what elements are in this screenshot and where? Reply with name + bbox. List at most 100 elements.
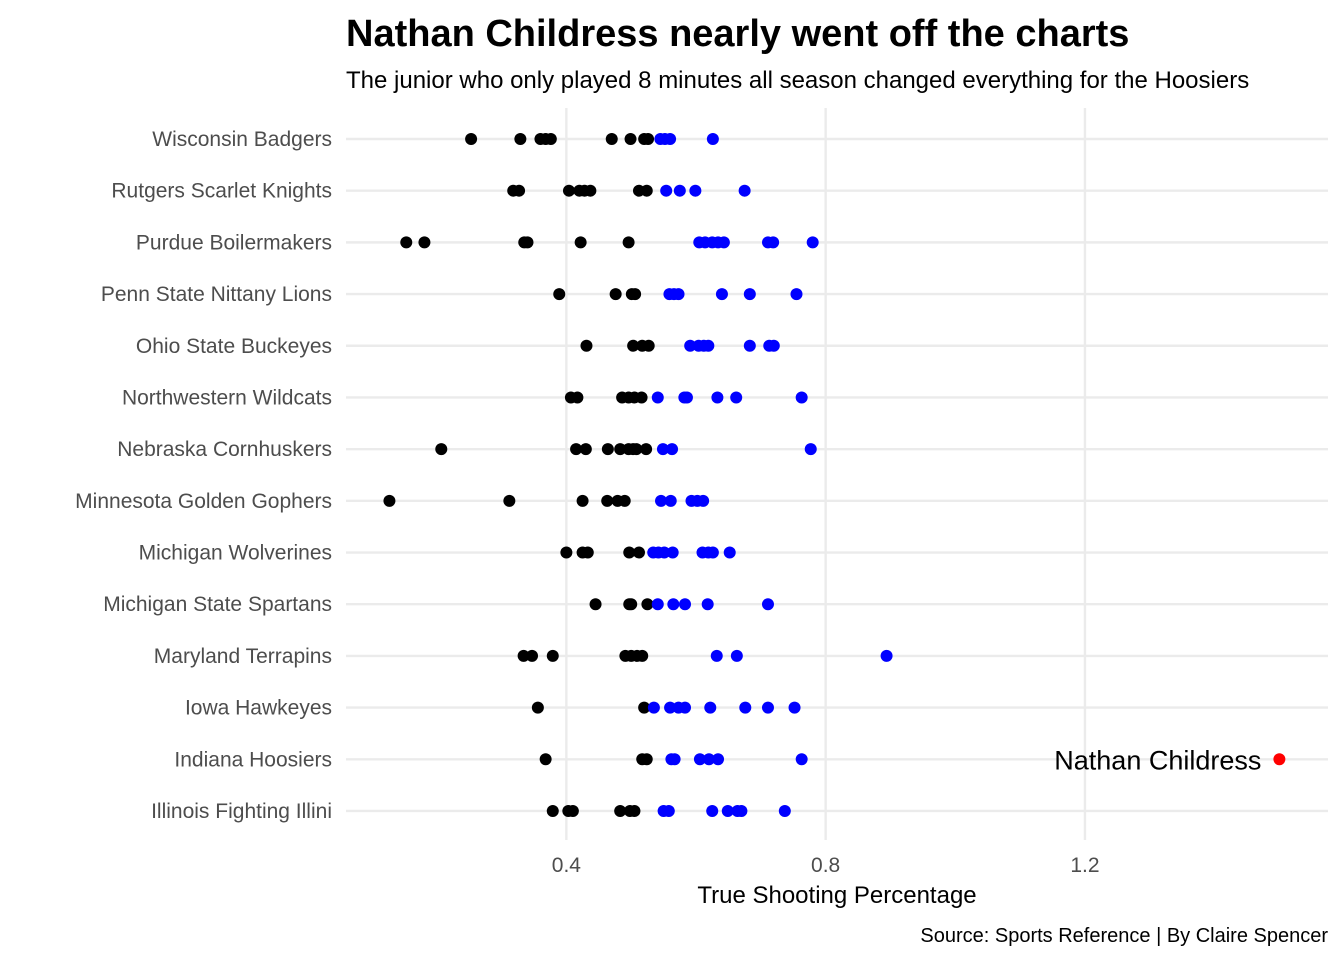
point-maryland-terrapins-1-1 bbox=[730, 649, 743, 662]
point-nebraska-cornhuskers-1-0 bbox=[656, 443, 669, 456]
y-tick-label-indiana-hoosiers: Indiana Hoosiers bbox=[174, 748, 332, 771]
x-tick-label-0-4: 0.4 bbox=[552, 854, 582, 877]
point-michigan-wolverines-0-3 bbox=[623, 546, 636, 559]
point-nebraska-cornhuskers-1-1 bbox=[666, 443, 679, 456]
point-rutgers-scarlet-knights-0-5 bbox=[584, 184, 597, 197]
point-ohio-state-buckeyes-0-3 bbox=[642, 339, 655, 352]
x-axis-label: True Shooting Percentage bbox=[697, 882, 976, 909]
point-wisconsin-badgers-0-4 bbox=[544, 133, 557, 145]
point-michigan-state-spartans-0-2 bbox=[625, 598, 638, 611]
point-maryland-terrapins-1-0 bbox=[710, 649, 723, 662]
point-nebraska-cornhuskers-0-1 bbox=[570, 443, 583, 456]
point-michigan-state-spartans-1-0 bbox=[651, 598, 664, 611]
point-illinois-fighting-illini-1-5 bbox=[735, 804, 748, 817]
point-indiana-hoosiers-1-3 bbox=[702, 753, 715, 766]
point-minnesota-golden-gophers-0-2 bbox=[576, 494, 589, 507]
y-tick-label-rutgers-scarlet-knights: Rutgers Scarlet Knights bbox=[111, 180, 332, 203]
annotation-nathan-childress: Nathan Childress bbox=[1054, 745, 1261, 775]
point-nebraska-cornhuskers-0-0 bbox=[435, 443, 448, 456]
point-nebraska-cornhuskers-0-7 bbox=[630, 443, 643, 456]
point-michigan-state-spartans-1-4 bbox=[761, 598, 774, 611]
point-purdue-boilermakers-0-4 bbox=[574, 236, 587, 249]
point-purdue-boilermakers-0-0 bbox=[400, 236, 413, 249]
point-michigan-state-spartans-1-2 bbox=[679, 598, 692, 611]
point-wisconsin-badgers-1-3 bbox=[706, 133, 719, 145]
point-purdue-boilermakers-1-7 bbox=[806, 236, 819, 249]
y-tick-label-purdue-boilermakers: Purdue Boilermakers bbox=[136, 231, 332, 254]
point-indiana-hoosiers-1-2 bbox=[693, 753, 706, 766]
point-northwestern-wildcats-1-0 bbox=[651, 391, 664, 404]
point-ohio-state-buckeyes-1-4 bbox=[743, 339, 756, 352]
point-wisconsin-badgers-0-6 bbox=[624, 133, 637, 145]
point-penn-state-nittany-lions-0-3 bbox=[629, 288, 642, 301]
data-points bbox=[383, 133, 1286, 817]
point-minnesota-golden-gophers-1-4 bbox=[697, 494, 710, 507]
point-wisconsin-badgers-1-2 bbox=[664, 133, 677, 145]
point-purdue-boilermakers-0-3 bbox=[521, 236, 534, 249]
y-tick-label-wisconsin-badgers: Wisconsin Badgers bbox=[152, 128, 332, 151]
point-penn-state-nittany-lions-0-1 bbox=[609, 288, 622, 301]
y-tick-label-penn-state-nittany-lions: Penn State Nittany Lions bbox=[101, 283, 332, 306]
point-nebraska-cornhuskers-0-3 bbox=[601, 443, 614, 456]
point-michigan-wolverines-0-2 bbox=[581, 546, 594, 559]
y-tick-label-northwestern-wildcats: Northwestern Wildcats bbox=[122, 386, 332, 409]
point-maryland-terrapins-0-2 bbox=[546, 649, 559, 662]
x-tick-label-0-8: 0.8 bbox=[811, 854, 840, 877]
point-iowa-hawkeyes-0-0 bbox=[531, 701, 544, 714]
point-illinois-fighting-illini-0-0 bbox=[546, 804, 559, 817]
point-nebraska-cornhuskers-0-2 bbox=[579, 443, 592, 456]
point-indiana-hoosiers-0-0 bbox=[539, 753, 552, 766]
point-penn-state-nittany-lions-1-2 bbox=[672, 288, 685, 301]
point-northwestern-wildcats-1-5 bbox=[795, 391, 808, 404]
point-michigan-state-spartans-0-3 bbox=[641, 598, 654, 611]
point-wisconsin-badgers-0-8 bbox=[642, 133, 655, 145]
point-michigan-state-spartans-0-0 bbox=[589, 598, 602, 611]
point-michigan-wolverines-1-2 bbox=[658, 546, 671, 559]
y-tick-label-ohio-state-buckeyes: Ohio State Buckeyes bbox=[136, 335, 332, 358]
y-tick-label-iowa-hawkeyes: Iowa Hawkeyes bbox=[185, 697, 332, 720]
x-axis-tick-labels: 0.4 0.8 1.2 bbox=[552, 854, 1100, 877]
point-indiana-hoosiers-0-2 bbox=[640, 753, 653, 766]
point-iowa-hawkeyes-1-7 bbox=[788, 701, 801, 714]
y-tick-label-michigan-state-spartans: Michigan State Spartans bbox=[103, 593, 332, 616]
point-iowa-hawkeyes-1-5 bbox=[739, 701, 752, 714]
point-iowa-hawkeyes-1-6 bbox=[761, 701, 774, 714]
point-maryland-terrapins-1-2 bbox=[880, 649, 893, 662]
point-michigan-wolverines-1-7 bbox=[723, 546, 736, 559]
point-purdue-boilermakers-1-6 bbox=[767, 236, 780, 249]
point-iowa-hawkeyes-1-0 bbox=[647, 701, 660, 714]
point-wisconsin-badgers-0-0 bbox=[465, 133, 478, 145]
chart-title: Nathan Childress nearly went off the cha… bbox=[346, 13, 1129, 55]
point-michigan-wolverines-1-6 bbox=[706, 546, 719, 559]
point-minnesota-golden-gophers-0-1 bbox=[503, 494, 516, 507]
point-michigan-state-spartans-1-3 bbox=[701, 598, 714, 611]
point-maryland-terrapins-0-0 bbox=[517, 649, 530, 662]
point-penn-state-nittany-lions-1-5 bbox=[790, 288, 803, 301]
annotations: Nathan Childress bbox=[1054, 745, 1261, 775]
point-rutgers-scarlet-knights-0-2 bbox=[562, 184, 575, 197]
point-rutgers-scarlet-knights-1-0 bbox=[660, 184, 673, 197]
point-indiana-hoosiers-2-0 bbox=[1273, 753, 1286, 766]
y-tick-label-maryland-terrapins: Maryland Terrapins bbox=[154, 645, 332, 668]
point-minnesota-golden-gophers-1-1 bbox=[664, 494, 677, 507]
y-tick-label-nebraska-cornhuskers: Nebraska Cornhuskers bbox=[117, 438, 332, 461]
point-rutgers-scarlet-knights-0-1 bbox=[513, 184, 526, 197]
point-ohio-state-buckeyes-1-3 bbox=[702, 339, 715, 352]
point-iowa-hawkeyes-1-1 bbox=[664, 701, 677, 714]
point-northwestern-wildcats-1-3 bbox=[711, 391, 724, 404]
point-rutgers-scarlet-knights-0-7 bbox=[640, 184, 653, 197]
point-iowa-hawkeyes-1-4 bbox=[704, 701, 717, 714]
point-northwestern-wildcats-1-4 bbox=[730, 391, 743, 404]
point-purdue-boilermakers-1-4 bbox=[717, 236, 730, 249]
point-maryland-terrapins-0-1 bbox=[526, 649, 539, 662]
point-purdue-boilermakers-0-5 bbox=[622, 236, 635, 249]
point-iowa-hawkeyes-0-1 bbox=[638, 701, 651, 714]
point-michigan-wolverines-1-3 bbox=[666, 546, 679, 559]
y-tick-label-minnesota-golden-gophers: Minnesota Golden Gophers bbox=[75, 490, 332, 513]
point-illinois-fighting-illini-1-6 bbox=[778, 804, 791, 817]
point-penn-state-nittany-lions-1-3 bbox=[715, 288, 728, 301]
x-tick-label-1-2: 1.2 bbox=[1070, 854, 1099, 877]
point-minnesota-golden-gophers-1-0 bbox=[655, 494, 668, 507]
point-nebraska-cornhuskers-0-4 bbox=[614, 443, 627, 456]
